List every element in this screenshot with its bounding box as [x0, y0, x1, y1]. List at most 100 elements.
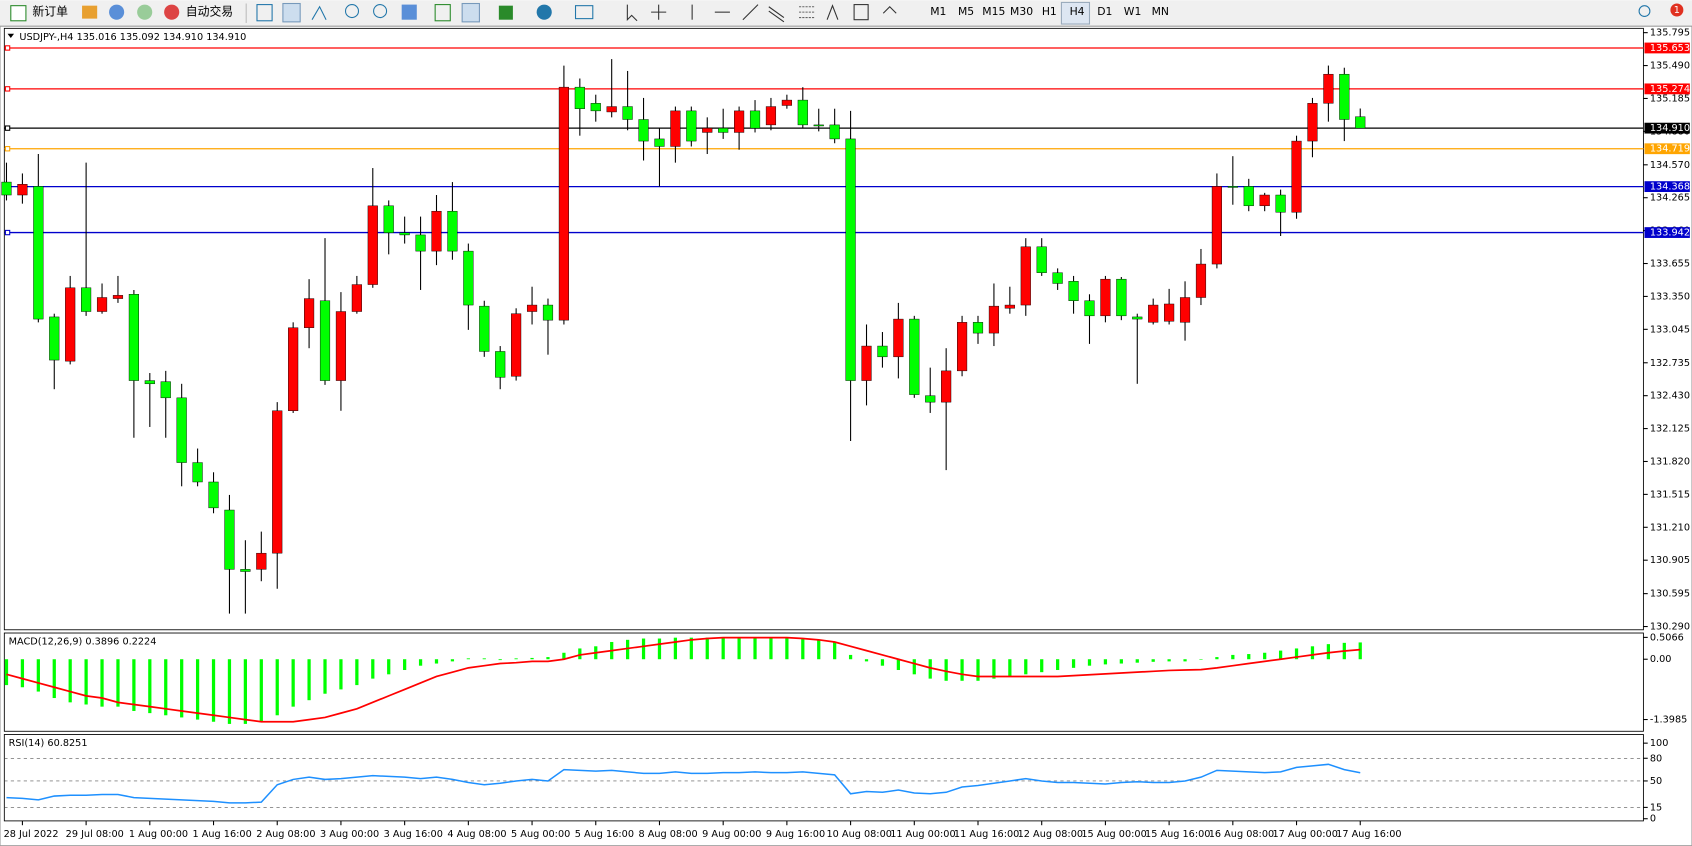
- channel-button[interactable]: [768, 6, 785, 23]
- x-tick-label: 9 Aug 00:00: [702, 829, 761, 840]
- trendline-button[interactable]: [742, 4, 759, 21]
- candle-body: [1068, 281, 1079, 301]
- bar-chart-button[interactable]: [256, 4, 273, 22]
- macd-bar: [1183, 659, 1187, 662]
- candle-body: [256, 552, 267, 570]
- y-tick-label: 135.795: [1650, 28, 1690, 39]
- macd-bar: [355, 659, 359, 686]
- icon[interactable]: [82, 5, 98, 19]
- candle-body: [49, 316, 60, 361]
- price-level-handle: [4, 45, 11, 51]
- icon[interactable]: [137, 4, 153, 20]
- timeframe-button[interactable]: M15: [982, 5, 1005, 18]
- timeframe-button[interactable]: MN: [1152, 5, 1169, 18]
- macd-bar: [52, 659, 56, 699]
- y-tick-label: 133.045: [1650, 324, 1690, 335]
- timeframe-button[interactable]: M1: [930, 5, 946, 18]
- macd-bar: [211, 659, 216, 722]
- y-tick-label: 131.515: [1650, 489, 1690, 500]
- macd-bar: [960, 659, 964, 681]
- price-level-box: [1644, 143, 1690, 155]
- candle-body: [1036, 246, 1047, 273]
- label-button[interactable]: [853, 4, 869, 21]
- candle-body: [734, 110, 745, 133]
- templates-button[interactable]: [574, 5, 594, 20]
- timeframe-button[interactable]: M30: [1010, 5, 1033, 18]
- candle-body: [988, 305, 1000, 334]
- macd-bar: [737, 637, 741, 660]
- candle-body: [925, 395, 936, 403]
- timeframe-button[interactable]: M5: [958, 5, 974, 18]
- candle-body: [558, 86, 569, 321]
- candle-chart-button[interactable]: [282, 2, 301, 23]
- candle-body: [1323, 73, 1334, 104]
- crosshair-button[interactable]: [651, 4, 667, 20]
- macd-bar: [20, 659, 25, 688]
- timeframe-button[interactable]: H4: [1070, 5, 1085, 18]
- candle-body: [670, 110, 681, 147]
- price-level-handle: [4, 229, 11, 236]
- candle-body: [1004, 304, 1015, 309]
- macd-bar: [1024, 659, 1028, 675]
- search-button[interactable]: [1638, 5, 1651, 18]
- candle-body: [81, 287, 92, 312]
- price-level-label: 133.942: [1650, 228, 1690, 239]
- macd-bar: [36, 659, 40, 692]
- icon[interactable]: [109, 4, 125, 20]
- indicators-button[interactable]: [498, 5, 513, 20]
- x-tick-label: 2 Aug 08:00: [256, 829, 315, 840]
- fibo-button[interactable]: [799, 6, 815, 19]
- y-tick-label: 130.905: [1650, 555, 1690, 566]
- macd-bar: [243, 659, 247, 724]
- macd-bar: [976, 659, 980, 681]
- new-order-button[interactable]: 新订单: [32, 5, 68, 19]
- macd-bar: [1151, 659, 1155, 662]
- zoom-in-button[interactable]: [344, 4, 360, 19]
- macd-bar: [1167, 659, 1171, 662]
- macd-bar: [1326, 644, 1331, 660]
- active-timeframe-frame: [1060, 1, 1091, 25]
- periods-button[interactable]: [536, 4, 552, 20]
- arrows-button[interactable]: [882, 5, 897, 14]
- y-tick-label: 0: [1650, 814, 1656, 825]
- macd-bar: [100, 659, 104, 707]
- macd-bar: [466, 658, 470, 660]
- candle-body: [17, 184, 28, 196]
- macd-bar: [1310, 646, 1315, 660]
- y-tick-label: 133.655: [1650, 259, 1690, 270]
- candle-body: [495, 351, 506, 378]
- timeframe-button[interactable]: H1: [1042, 5, 1057, 18]
- timeframe-button[interactable]: D1: [1097, 5, 1112, 18]
- macd-bar: [530, 657, 534, 660]
- auto-trading-button[interactable]: 自动交易: [186, 5, 233, 19]
- candle-body: [176, 397, 187, 463]
- macd-bar: [833, 641, 837, 660]
- candle-body: [1084, 300, 1095, 317]
- macd-bar: [514, 658, 518, 660]
- cursor-button[interactable]: [626, 4, 638, 22]
- y-tick-label: 132.430: [1650, 391, 1690, 402]
- notification-badge[interactable]: [1670, 3, 1684, 17]
- new-order-icon[interactable]: [10, 5, 27, 22]
- timeframe-button[interactable]: W1: [1124, 5, 1142, 18]
- auto-trading-icon[interactable]: [164, 4, 180, 20]
- macd-bar: [450, 659, 455, 662]
- macd-bar: [1040, 659, 1044, 673]
- macd-bar: [1056, 659, 1060, 671]
- tile-button[interactable]: [401, 4, 417, 20]
- candle-body: [622, 106, 633, 120]
- y-tick-label: 134.265: [1650, 193, 1690, 204]
- shift-button[interactable]: [461, 2, 480, 23]
- zoom-out-button[interactable]: [373, 4, 388, 19]
- line-chart-button[interactable]: [311, 5, 327, 20]
- candle-body: [765, 106, 777, 126]
- y-tick-label: 50: [1650, 776, 1662, 787]
- macd-bar: [307, 659, 311, 701]
- text-button[interactable]: [826, 4, 839, 20]
- x-tick-label: 15 Aug 16:00: [1145, 829, 1210, 840]
- scroll-button[interactable]: [434, 4, 451, 22]
- y-tick-label: 133.350: [1650, 291, 1690, 302]
- price-level-label: 135.274: [1650, 84, 1690, 95]
